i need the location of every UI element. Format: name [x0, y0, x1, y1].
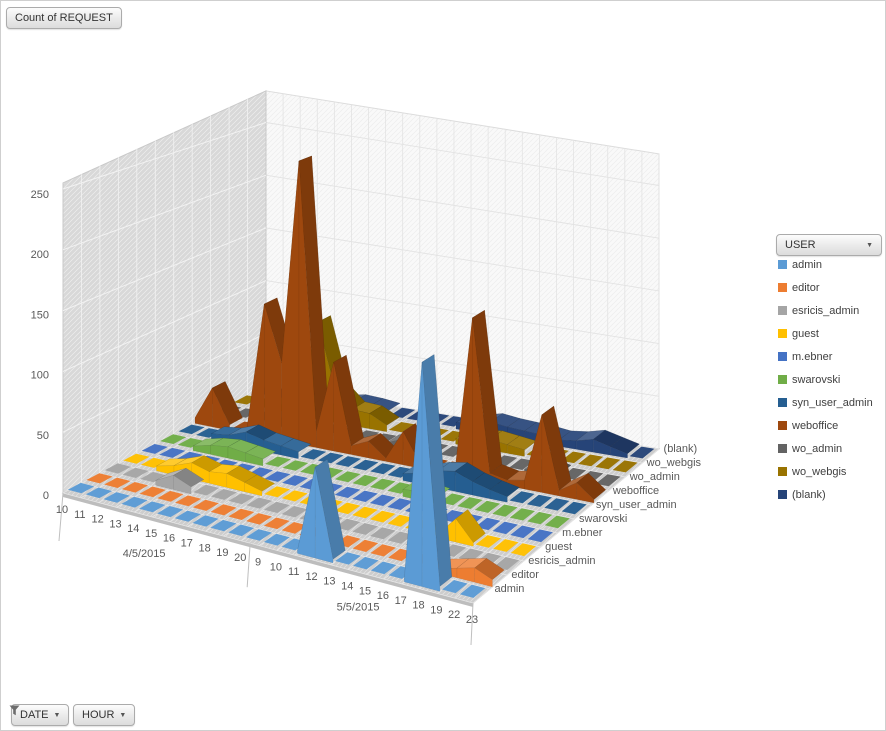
- value-axis-label: 250: [31, 189, 49, 201]
- series-axis-label: weboffice: [612, 485, 659, 497]
- series-axis-label: syn_user_admin: [596, 499, 677, 511]
- value-axis-label: 100: [31, 370, 49, 382]
- category-axis-label: 12: [305, 571, 317, 583]
- series-guest: [123, 453, 536, 557]
- legend-label: (blank): [792, 488, 826, 501]
- series-axis-label: swarovski: [579, 513, 627, 525]
- series-axis-label: editor: [511, 569, 539, 581]
- legend-swatch: [778, 421, 787, 430]
- category-axis-label: 15: [145, 528, 157, 540]
- series-axis-label: esricis_admin: [528, 555, 595, 567]
- series-axis-label: wo_webgis: [646, 457, 702, 469]
- legend-swatch: [778, 260, 787, 269]
- legend-swatch: [778, 306, 787, 315]
- category-axis-label: 16: [377, 590, 389, 602]
- date-group-label: 5/5/2015: [337, 601, 380, 613]
- series-axis-label: m.ebner: [562, 527, 603, 539]
- date-field-label: DATE: [20, 709, 49, 721]
- user-legend-field-button[interactable]: USER ▼: [776, 234, 882, 256]
- funnel-icon: [9, 705, 20, 716]
- legend-label: guest: [792, 327, 819, 340]
- series-axis-label: admin: [494, 583, 524, 595]
- legend-label: esricis_admin: [792, 304, 860, 317]
- legend-item: m.ebner: [778, 345, 873, 368]
- category-axis-label: 13: [323, 576, 335, 588]
- category-axis-label: 10: [56, 504, 68, 516]
- legend-label: admin: [792, 258, 822, 271]
- legend-item: editor: [778, 276, 873, 299]
- legend-swatch: [778, 283, 787, 292]
- legend-item: wo_webgis: [778, 460, 873, 483]
- chevron-down-icon: ▼: [53, 711, 61, 719]
- legend-swatch: [778, 352, 787, 361]
- category-axis-label: 17: [395, 595, 407, 607]
- legend-item: admin: [778, 253, 873, 276]
- legend-label: wo_admin: [792, 442, 843, 455]
- legend-field-label: USER: [785, 239, 816, 251]
- category-axis-label: 20: [234, 552, 246, 564]
- category-axis-label: 10: [270, 561, 282, 573]
- value-axis-label: 200: [31, 249, 49, 261]
- legend-swatch: [778, 467, 787, 476]
- category-axis-label: 9: [255, 557, 261, 569]
- legend-label: editor: [792, 281, 820, 294]
- value-axis-label: 150: [31, 309, 49, 321]
- category-axis-label: 18: [412, 600, 424, 612]
- legend-label: syn_user_admin: [792, 396, 873, 409]
- legend-item: (blank): [778, 483, 873, 506]
- category-axis-label: 17: [181, 537, 193, 549]
- count-of-request-field-button[interactable]: Count of REQUEST: [6, 7, 122, 29]
- category-axis-label: 23: [466, 614, 478, 626]
- category-axis-label: 12: [92, 514, 104, 526]
- legend-swatch: [778, 444, 787, 453]
- value-axis-label: 50: [37, 430, 49, 442]
- legend-label: wo_webgis: [792, 465, 847, 478]
- category-axis-label: 15: [359, 585, 371, 597]
- value-axis-label: 0: [43, 490, 49, 502]
- legend-label: swarovski: [792, 373, 841, 386]
- chevron-down-icon: ▼: [866, 241, 873, 249]
- category-axis-label: 19: [216, 547, 228, 559]
- series-axis-label: (blank): [664, 443, 698, 455]
- date-group-label: 4/5/2015: [123, 548, 166, 560]
- legend-item: esricis_admin: [778, 299, 873, 322]
- legend-item: swarovski: [778, 368, 873, 391]
- hour-field-label: HOUR: [82, 709, 115, 721]
- legend-item: guest: [778, 322, 873, 345]
- series-axis-label: wo_admin: [629, 471, 680, 483]
- category-axis-label: 14: [341, 581, 353, 593]
- hour-filter-button[interactable]: HOUR ▼: [73, 704, 136, 726]
- category-axis-label: 14: [127, 523, 139, 535]
- category-axis-label: 16: [163, 533, 175, 545]
- legend-item: syn_user_admin: [778, 391, 873, 414]
- legend-swatch: [778, 490, 787, 499]
- legend-item: wo_admin: [778, 437, 873, 460]
- category-axis-label: 22: [448, 609, 460, 621]
- category-axis-label: 13: [109, 518, 121, 530]
- category-axis-label: 11: [74, 509, 85, 521]
- legend-label: weboffice: [792, 419, 839, 432]
- value-field-label: Count of REQUEST: [15, 12, 113, 24]
- series-axis-label: guest: [545, 541, 572, 553]
- legend-swatch: [778, 375, 787, 384]
- legend-label: m.ebner: [792, 350, 833, 363]
- date-filter-button[interactable]: DATE ▼: [9, 704, 70, 726]
- category-axis-separators: [58, 492, 474, 646]
- series-admin: [67, 354, 486, 598]
- category-axis-label: 19: [430, 604, 442, 616]
- category-axis-label: 18: [198, 542, 210, 554]
- chevron-down-icon: ▼: [119, 711, 127, 719]
- legend-swatch: [778, 329, 787, 338]
- legend-swatch: [778, 398, 787, 407]
- legend-item: weboffice: [778, 414, 873, 437]
- series-weboffice: [194, 155, 607, 504]
- category-axis-label: 11: [288, 566, 299, 578]
